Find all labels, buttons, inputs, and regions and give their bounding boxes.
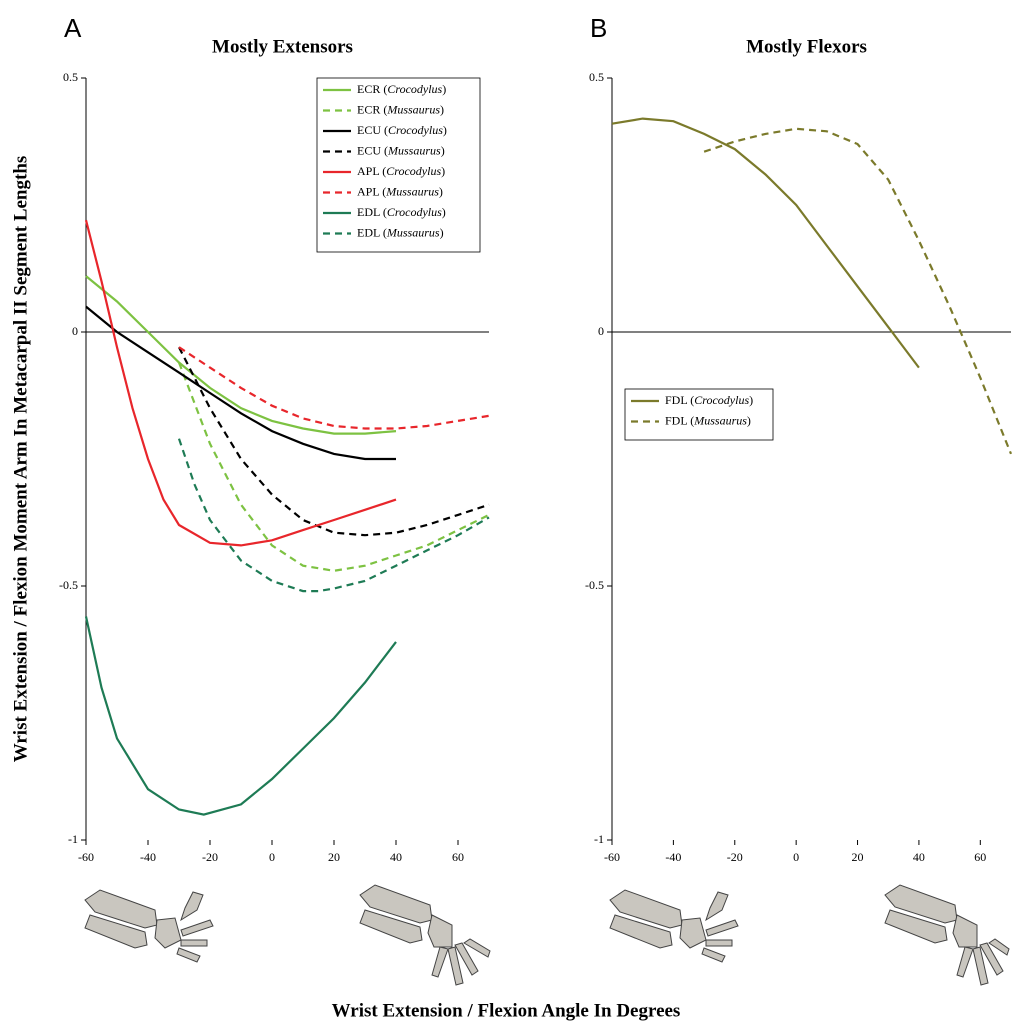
y-tick-label: 0.5 xyxy=(63,70,78,84)
data-line xyxy=(178,346,490,430)
data-line xyxy=(85,305,396,461)
legend-box xyxy=(624,388,774,441)
x-tick-label: 40 xyxy=(913,850,925,864)
x-tick-label: -20 xyxy=(727,850,743,864)
x-tick-label: 0 xyxy=(793,850,799,864)
legend: ECR (Crocodylus) ECR (Mussaurus) ECU (Croc… xyxy=(316,77,481,253)
data-line xyxy=(84,219,397,547)
x-tick-label: 60 xyxy=(452,850,464,864)
panel-letter: A xyxy=(64,13,82,43)
data-line xyxy=(177,438,490,593)
data-line xyxy=(177,362,490,572)
data-line xyxy=(84,616,397,816)
x-tick-label: -20 xyxy=(202,850,218,864)
data-line xyxy=(178,346,490,537)
x-tick-label: 0 xyxy=(269,850,275,864)
y-axis-label: Wrist Extension / Flexion Moment Arm In … xyxy=(10,156,31,763)
x-tick-label: -60 xyxy=(78,850,94,864)
data-line xyxy=(611,117,920,369)
legend-label: APL (Mussaurus) xyxy=(357,184,443,198)
legend-label: EDL (Mussaurus) xyxy=(357,225,444,239)
y-tick-label: -0.5 xyxy=(585,578,604,592)
legend: FDL (Crocodylus) FDL (Mussaurus) xyxy=(624,388,774,441)
legend-box xyxy=(316,77,481,253)
panel-title: Mostly Extensors xyxy=(212,36,353,57)
y-tick-label: 0 xyxy=(598,324,604,338)
x-tick-label: -40 xyxy=(665,850,681,864)
x-tick-label: -60 xyxy=(604,850,620,864)
legend-label: ECR (Mussaurus) xyxy=(357,102,444,116)
wrist-illustrations xyxy=(84,884,1010,986)
x-tick-label: 40 xyxy=(390,850,402,864)
x-tick-label: 60 xyxy=(974,850,986,864)
x-axis-label: Wrist Extension / Flexion Angle In Degre… xyxy=(332,1000,681,1021)
legend-label: EDL (Crocodylus) xyxy=(357,205,446,219)
legend-label: ECU (Crocodylus) xyxy=(357,123,447,137)
y-tick-label: 0.5 xyxy=(589,70,604,84)
x-tick-label: 20 xyxy=(328,850,340,864)
panel-letter: B xyxy=(590,13,607,43)
legend-label: FDL (Mussaurus) xyxy=(665,413,751,427)
y-tick-label: 0 xyxy=(72,324,78,338)
data-line xyxy=(85,275,397,435)
legend-label: APL (Crocodylus) xyxy=(357,164,445,178)
panel-title: Mostly Flexors xyxy=(746,36,867,57)
panel: B Mostly Flexors -1 -0.5 0 0.5 -60 -40 -20 0 20 40 6… xyxy=(585,13,1013,864)
y-tick-label: -1 xyxy=(594,832,604,846)
y-tick-label: -1 xyxy=(68,832,78,846)
panel: A Mostly Extensors -1 -0.5 0 0.5 -60 -40 -20 0 20 4… xyxy=(59,13,490,864)
legend-label: ECU (Mussaurus) xyxy=(357,143,445,157)
x-tick-label: 20 xyxy=(852,850,864,864)
legend-label: ECR (Crocodylus) xyxy=(357,82,446,96)
data-line xyxy=(703,127,1013,455)
legend-label: FDL (Crocodylus) xyxy=(665,393,753,407)
x-tick-label: -40 xyxy=(140,850,156,864)
y-tick-label: -0.5 xyxy=(59,578,78,592)
